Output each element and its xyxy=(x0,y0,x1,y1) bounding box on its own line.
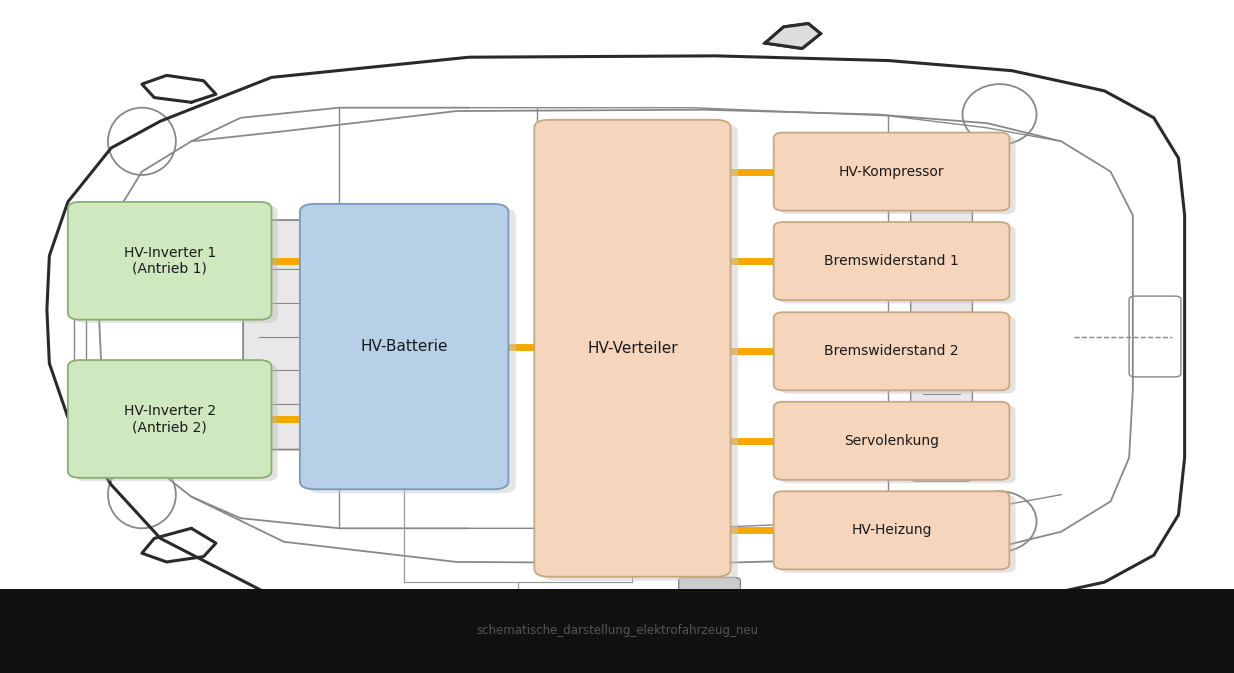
FancyBboxPatch shape xyxy=(780,405,1016,483)
FancyBboxPatch shape xyxy=(774,312,1009,390)
Text: Hochvolt-Leitungen: Hochvolt-Leitungen xyxy=(531,599,666,613)
Bar xyxy=(0,589,1234,673)
FancyBboxPatch shape xyxy=(780,316,1016,394)
FancyBboxPatch shape xyxy=(774,133,1009,211)
FancyBboxPatch shape xyxy=(542,124,738,581)
FancyBboxPatch shape xyxy=(68,202,271,320)
FancyBboxPatch shape xyxy=(300,204,508,489)
FancyBboxPatch shape xyxy=(774,222,1009,300)
FancyBboxPatch shape xyxy=(243,220,318,450)
FancyBboxPatch shape xyxy=(68,360,271,478)
Text: HV-Kompressor: HV-Kompressor xyxy=(839,165,944,178)
FancyBboxPatch shape xyxy=(774,402,1009,480)
FancyBboxPatch shape xyxy=(780,495,1016,573)
FancyBboxPatch shape xyxy=(74,363,278,481)
Text: HV-Heizung: HV-Heizung xyxy=(851,524,932,537)
Text: Bremswiderstand 1: Bremswiderstand 1 xyxy=(824,254,959,268)
Text: HV-Batterie: HV-Batterie xyxy=(360,339,448,354)
FancyBboxPatch shape xyxy=(679,577,740,614)
PathPatch shape xyxy=(765,24,821,48)
FancyBboxPatch shape xyxy=(911,192,972,481)
FancyBboxPatch shape xyxy=(74,205,278,323)
Text: Bremswiderstand 2: Bremswiderstand 2 xyxy=(824,345,959,358)
Text: HV-Inverter 2
(Antrieb 2): HV-Inverter 2 (Antrieb 2) xyxy=(123,404,216,434)
Text: Servolenkung: Servolenkung xyxy=(844,434,939,448)
FancyBboxPatch shape xyxy=(780,136,1016,214)
FancyBboxPatch shape xyxy=(307,208,516,493)
FancyBboxPatch shape xyxy=(780,225,1016,304)
Text: HV-Inverter 1
(Antrieb 1): HV-Inverter 1 (Antrieb 1) xyxy=(123,246,216,276)
FancyBboxPatch shape xyxy=(534,120,731,577)
Text: schematische_darstellung_elektrofahrzeug_neu: schematische_darstellung_elektrofahrzeug… xyxy=(476,625,758,637)
Text: HV-Verteiler: HV-Verteiler xyxy=(587,341,677,356)
FancyBboxPatch shape xyxy=(774,491,1009,569)
